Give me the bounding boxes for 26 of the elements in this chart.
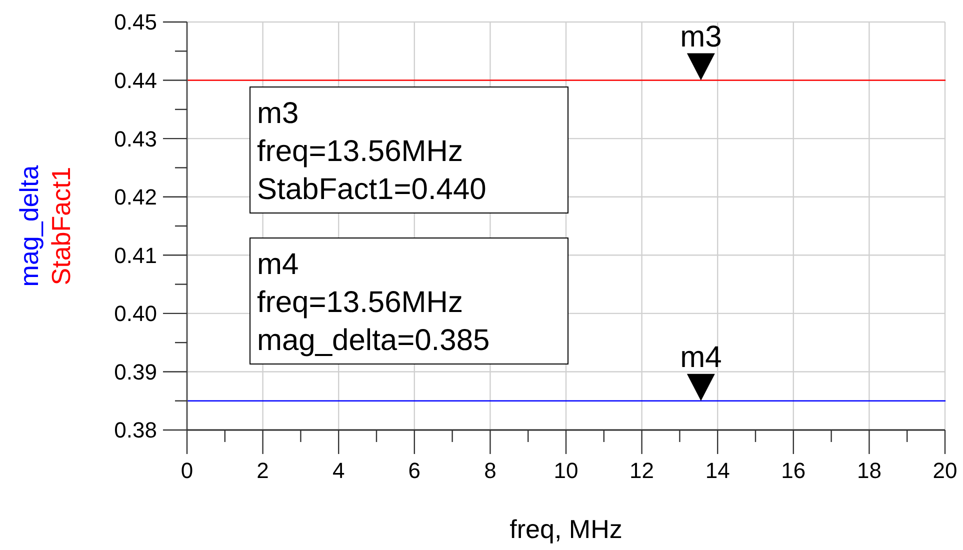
x-tick-label: 2 bbox=[256, 458, 269, 483]
y-tick-label: 0.38 bbox=[114, 418, 157, 443]
y-tick-label: 0.42 bbox=[114, 184, 157, 210]
text: StabFact1 bbox=[46, 166, 76, 286]
text: mag_delta bbox=[14, 164, 44, 287]
x-tick-label: 4 bbox=[332, 458, 345, 483]
x-tick-label: 0 bbox=[180, 458, 194, 483]
y-tick-label: 0.40 bbox=[114, 301, 157, 326]
x-tick-label: 10 bbox=[554, 458, 578, 483]
y-tick-label: 0.44 bbox=[114, 68, 157, 93]
x-tick-label: 20 bbox=[932, 458, 958, 483]
y-tick-label: 0.45 bbox=[114, 10, 157, 35]
annotation: m4 bbox=[680, 340, 722, 374]
y-tick-label: 0.43 bbox=[114, 126, 157, 152]
x-tick-label: 6 bbox=[408, 458, 421, 483]
y-tick-label: 0.41 bbox=[114, 242, 157, 268]
x-tick-label: 8 bbox=[484, 458, 496, 483]
x-tick-label: 14 bbox=[705, 458, 730, 483]
x-tick-label: 18 bbox=[856, 458, 882, 483]
y-tick-label: 0.39 bbox=[114, 359, 157, 384]
annotation: m3 bbox=[680, 20, 722, 54]
x-axis-title: freq, MHz bbox=[510, 514, 622, 544]
x-tick-label: 12 bbox=[630, 458, 654, 483]
annotation: m3 freq=13.56MHz StabFact1=0.440 bbox=[257, 97, 486, 206]
annotation: m4 freq=13.56MHz mag_delta=0.385 bbox=[257, 248, 490, 357]
x-tick-label: 16 bbox=[781, 458, 806, 483]
